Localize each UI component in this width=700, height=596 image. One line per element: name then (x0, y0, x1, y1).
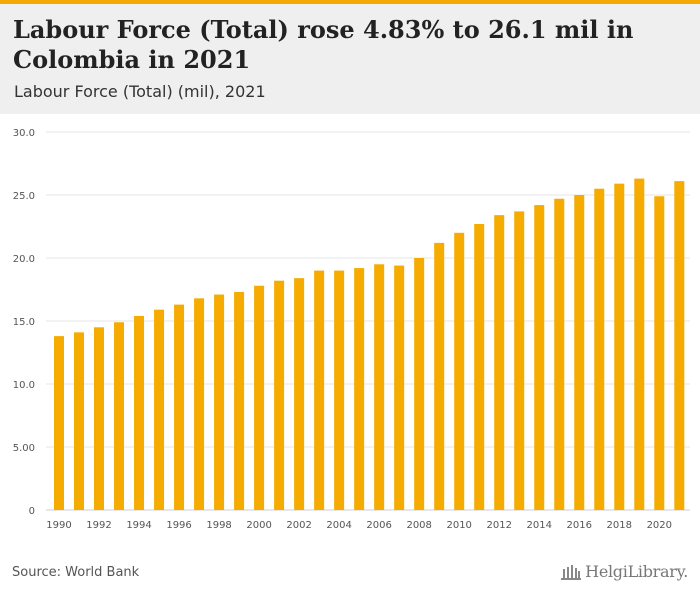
x-tick-label: 2020 (647, 520, 672, 531)
library-building-icon (561, 565, 582, 580)
bar-1990[interactable] (54, 336, 64, 510)
bar-2016[interactable] (574, 195, 585, 510)
bar-1999[interactable] (234, 292, 245, 510)
x-tick-label: 1992 (86, 520, 111, 531)
bar-2020[interactable] (654, 196, 665, 510)
x-tick-label: 1996 (166, 520, 191, 531)
bar-2001[interactable] (274, 280, 285, 510)
x-tick-label: 2016 (567, 520, 592, 531)
bar-2012[interactable] (494, 215, 505, 510)
bar-1996[interactable] (174, 304, 185, 510)
x-tick-label: 2004 (326, 520, 351, 531)
bar-1992[interactable] (94, 327, 105, 510)
y-axis-tick-labels: 0 5.00 10.0 15.0 20.0 25.0 30.0 (13, 128, 35, 517)
y-tick-label: 30.0 (13, 128, 35, 139)
bar-1997[interactable] (194, 298, 205, 510)
bar-2013[interactable] (514, 211, 525, 510)
x-tick-label: 2000 (246, 520, 271, 531)
chart-header: Labour Force (Total) rose 4.83% to 26.1 … (0, 4, 700, 114)
x-tick-label: 2010 (446, 520, 471, 531)
bar-2010[interactable] (454, 232, 465, 511)
y-tick-label: 0 (29, 506, 35, 517)
x-tick-label: 2014 (527, 520, 552, 531)
helgilibrary-logo[interactable]: HelgiLibrary. (560, 562, 688, 581)
bar-2006[interactable] (374, 264, 385, 510)
bar-1994[interactable] (134, 315, 145, 510)
bar-2015[interactable] (554, 198, 565, 510)
bar-2009[interactable] (434, 242, 445, 510)
bar-2019[interactable] (634, 178, 645, 510)
x-tick-label: 2006 (366, 520, 391, 531)
x-tick-label: 1990 (46, 520, 71, 531)
bars (54, 178, 685, 511)
x-tick-label: 1998 (206, 520, 231, 531)
y-tick-label: 15.0 (13, 317, 35, 328)
top-accent-rule (0, 0, 700, 4)
y-tick-label: 20.0 (13, 254, 35, 265)
bar-2017[interactable] (594, 188, 605, 510)
bar-2002[interactable] (294, 278, 305, 510)
chart-title: Labour Force (Total) rose 4.83% to 26.1 … (13, 15, 634, 74)
bar-2021[interactable] (674, 181, 685, 510)
x-tick-label: 2012 (486, 520, 511, 531)
bar-2014[interactable] (534, 205, 545, 510)
bar-2004[interactable] (334, 270, 345, 510)
x-tick-label: 2008 (406, 520, 431, 531)
x-tick-label: 1994 (126, 520, 151, 531)
x-tick-label: 2018 (607, 520, 632, 531)
bar-1995[interactable] (154, 309, 165, 510)
x-tick-label: 2002 (286, 520, 311, 531)
bar-2000[interactable] (254, 285, 265, 510)
bar-1998[interactable] (214, 294, 225, 510)
x-axis-tick-labels: 1990 1992 1994 1996 1998 2000 2002 2004 2006 2008… (46, 520, 672, 531)
bar-2005[interactable] (354, 268, 365, 510)
bar-2018[interactable] (614, 183, 625, 510)
y-tick-label: 25.0 (13, 191, 35, 202)
bar-1991[interactable] (74, 332, 85, 510)
bar-1993[interactable] (114, 322, 125, 510)
bar-2003[interactable] (314, 270, 325, 510)
bar-2007[interactable] (394, 265, 405, 510)
source-note: Source: World Bank (12, 565, 140, 580)
bar-2011[interactable] (474, 223, 485, 510)
logo-text: HelgiLibrary. (585, 562, 688, 581)
bar-2008[interactable] (414, 258, 425, 510)
y-tick-label: 10.0 (13, 380, 35, 391)
y-tick-label: 5.00 (13, 443, 35, 454)
chart-footer: Source: World Bank HelgiLibrary. (0, 556, 700, 596)
chart-subtitle: Labour Force (Total) (mil), 2021 (14, 82, 266, 101)
